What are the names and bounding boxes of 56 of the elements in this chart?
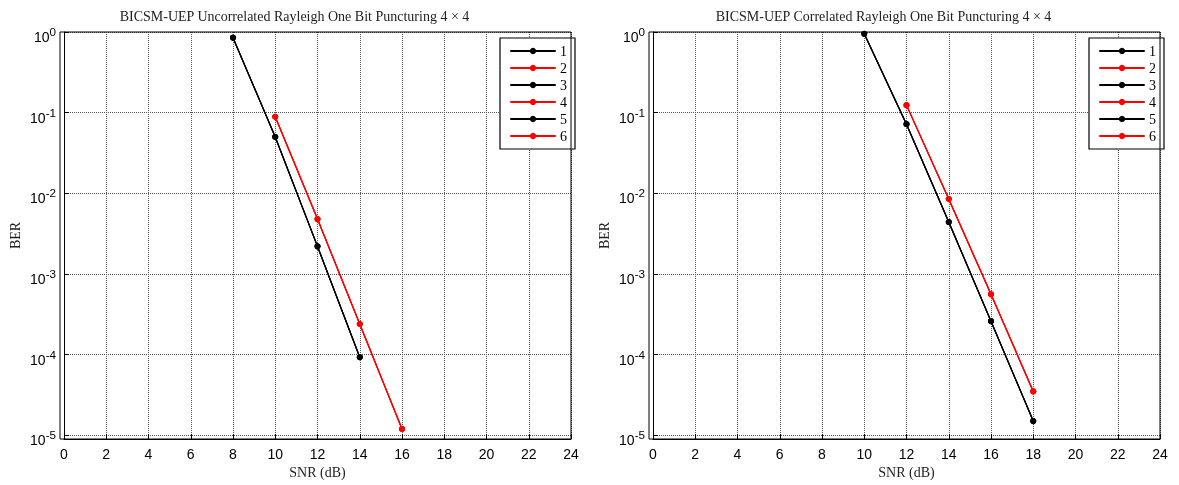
y-tick-label: 10$^{-2}$ [30, 185, 56, 207]
y-tick-label: 10$^{-1}$ [30, 104, 56, 127]
x-tick-label: 24 [563, 446, 579, 462]
legend-label: 4 [1149, 94, 1156, 110]
y-tick-label: 10$^{-3}$ [30, 266, 56, 288]
x-tick-label: 10 [856, 446, 873, 462]
x-tick-label: 18 [1025, 446, 1042, 462]
legend-label: 6 [1149, 128, 1156, 144]
x-tick-label: 10 [267, 446, 284, 462]
x-tick-label: 22 [1109, 446, 1126, 462]
x-tick-label: 12 [309, 446, 326, 462]
x-tick-label: 16 [983, 446, 999, 462]
x-tick-label: 12 [898, 446, 915, 462]
y-tick-label: 10$^{-4}$ [619, 346, 645, 369]
x-tick-label: 16 [394, 446, 410, 462]
legend-label: 4 [560, 94, 567, 110]
legend-label: 1 [1149, 43, 1156, 59]
x-tick-label: 6 [775, 446, 784, 462]
x-tick-label: 6 [186, 446, 195, 462]
x-tick-label: 4 [733, 446, 742, 462]
x-tick-label: 8 [229, 446, 238, 462]
y-tick-label: 10$^{-4}$ [30, 346, 56, 369]
x-tick-label: 0 [60, 446, 69, 462]
legend-label: 2 [560, 60, 567, 76]
y-tick-label: 10$^{-1}$ [619, 104, 645, 127]
x-tick-label: 2 [691, 446, 700, 462]
chart-title: BICSM-UEP Uncorrelated Rayleigh One Bit Puncturing 4 × 4 [119, 8, 470, 24]
chart-title: BICSM-UEP Correlated Rayleigh One Bit Puncturing 4 × 4 [715, 8, 1052, 24]
y-tick-label: 10$^{-3}$ [619, 266, 645, 288]
x-tick-label: 20 [1067, 446, 1084, 462]
legend-label: 6 [560, 128, 567, 144]
legend-label: 2 [1149, 60, 1156, 76]
x-axis-title: SNR (dB) [289, 465, 347, 482]
y-tick-label: 10$^{0}$ [622, 24, 645, 46]
x-tick-label: 18 [436, 446, 453, 462]
x-axis-title: SNR (dB) [878, 465, 936, 482]
x-tick-label: 14 [940, 446, 957, 462]
x-tick-label: 8 [818, 446, 827, 462]
legend-label: 5 [1149, 111, 1156, 127]
x-tick-label: 22 [520, 446, 537, 462]
legend-label: 1 [560, 43, 567, 59]
x-tick-label: 20 [478, 446, 495, 462]
legend-label: 5 [560, 111, 567, 127]
x-tick-label: 14 [351, 446, 368, 462]
y-axis-title: BER [596, 221, 612, 250]
y-tick-label: 10$^{-5}$ [619, 427, 645, 449]
x-tick-label: 24 [1152, 446, 1168, 462]
legend-label: 3 [560, 77, 567, 93]
x-tick-label: 2 [102, 446, 111, 462]
y-tick-label: 10$^{-2}$ [619, 185, 645, 207]
y-tick-label: 10$^{0}$ [33, 24, 56, 46]
x-tick-label: 4 [144, 446, 153, 462]
y-tick-label: 10$^{-5}$ [30, 427, 56, 449]
x-tick-label: 0 [649, 446, 658, 462]
y-axis-title: BER [7, 221, 23, 250]
legend-label: 3 [1149, 77, 1156, 93]
